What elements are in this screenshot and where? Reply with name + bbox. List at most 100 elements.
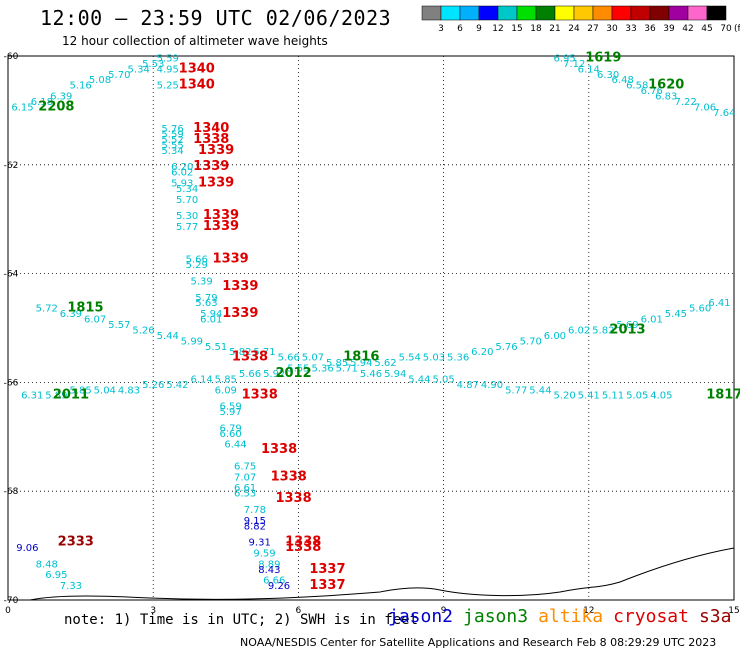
- data-point-jason3: 5.72: [36, 304, 58, 315]
- data-point-jason3: 5.08: [89, 75, 111, 86]
- pass-id-label: 2013: [609, 322, 645, 337]
- data-point-jason3: 5.03: [423, 353, 445, 364]
- x-tick-label: 15: [728, 606, 739, 616]
- data-point-jason3: 5.97: [220, 407, 242, 418]
- colorbar-tick-label: 3: [438, 24, 444, 34]
- data-point-jason3: 7.78: [244, 505, 266, 516]
- data-point-jason3: 6.20: [171, 162, 193, 173]
- data-point-jason3: 5.04: [94, 385, 116, 396]
- colorbar-tick-label: 24: [568, 24, 580, 34]
- data-point-jason3: 5.44: [529, 385, 551, 396]
- data-point-jason3: 6.07: [84, 315, 106, 326]
- data-point-jason3: 4.90: [481, 380, 503, 391]
- data-point-jason3: 5.76: [495, 342, 517, 353]
- plot-frame: [7, 55, 735, 601]
- data-point-jason3: 4.87: [457, 380, 479, 391]
- pass-id-label: 1339: [203, 219, 239, 234]
- data-point-jason3: 5.41: [578, 391, 600, 402]
- data-point-jason3: 6.58: [626, 81, 648, 92]
- data-point-jason3: 5.57: [108, 320, 130, 331]
- colorbar-tick-label: 18: [530, 24, 542, 34]
- data-point-jason3: 6.79: [220, 423, 242, 434]
- pass-id-label: 1338: [285, 540, 321, 555]
- data-point-jason3: 5.20: [553, 391, 575, 402]
- colorbar-tick-label: 15: [511, 24, 522, 34]
- colorbar-tick-label: 6: [457, 24, 463, 34]
- data-point-jason3: 6.48: [612, 75, 634, 86]
- data-point-jason3: 6.61: [234, 483, 256, 494]
- data-point-jason3: 5.94: [384, 369, 406, 380]
- data-point-jason3: 5.39: [190, 276, 212, 287]
- pass-id-label: 1340: [179, 78, 215, 93]
- data-point-jason3: 5.93: [171, 179, 193, 190]
- pass-id-label: 1338: [271, 469, 307, 484]
- chart-subtitle: 12 hour collection of altimeter wave hei…: [62, 34, 328, 48]
- legend-s3a: s3a: [698, 606, 732, 627]
- y-tick-label: -66: [4, 378, 19, 388]
- pass-id-label: 2012: [275, 366, 311, 381]
- data-point-jason3: 5.59: [157, 53, 179, 64]
- pass-id-label: 1816: [343, 350, 379, 365]
- data-point-jason3: 5.54: [399, 353, 421, 364]
- data-point-jason3: 8.48: [36, 559, 58, 570]
- data-point-jason3: 6.14: [190, 374, 212, 385]
- data-point-jason3: 5.46: [360, 369, 382, 380]
- data-point-jason3: 5.29: [186, 260, 208, 271]
- colorbar-swatch: [630, 5, 651, 21]
- colorbar-swatch: [706, 5, 727, 21]
- data-point-jason3: 6.39: [50, 92, 72, 103]
- data-point-jason3: 6.41: [708, 298, 730, 309]
- data-point-jason3: 9.59: [253, 548, 275, 559]
- data-point-jason3: 5.16: [69, 81, 91, 92]
- colorbar-tick-label: 30: [606, 24, 618, 34]
- data-point-jason3: 6.01: [641, 315, 663, 326]
- colorbar-swatch: [459, 5, 480, 21]
- data-point-jason3: 5.34: [161, 146, 183, 157]
- data-point-jason3: 7.06: [694, 102, 716, 113]
- legend-altika: altika: [538, 606, 604, 627]
- colorbar-unit: (ft): [734, 24, 740, 34]
- data-point-jason3: 6.18: [31, 97, 53, 108]
- data-point-jason3: 5.26: [132, 325, 154, 336]
- footer-credit: NOAA/NESDIS Center for Satellite Applica…: [240, 636, 717, 649]
- data-point-jason3: 5.55: [161, 140, 183, 151]
- data-point-jason3: 5.42: [166, 380, 188, 391]
- data-point-jason3: 6.02: [171, 168, 193, 179]
- colorbar-swatch: [573, 5, 594, 21]
- data-point-jason3: 5.85: [326, 358, 348, 369]
- colorbar-swatch: [687, 5, 708, 21]
- data-point-jason3: 6.00: [544, 331, 566, 342]
- data-point-jason3: 5.85: [215, 374, 237, 385]
- colorbar-swatch: [535, 5, 556, 21]
- pass-id-label: 2333: [58, 535, 94, 550]
- colorbar-swatch: [497, 5, 518, 21]
- colorbar-swatch: [421, 5, 442, 21]
- data-point-jason3: 6.02: [568, 325, 590, 336]
- data-point-jason3: 5.82: [229, 347, 251, 358]
- data-point-jason3: 5.71: [253, 347, 275, 358]
- legend-cryosat: cryosat: [613, 606, 689, 627]
- data-point-jason3: 6.09: [215, 385, 237, 396]
- pass-id-label: 1815: [67, 301, 103, 316]
- colorbar-swatch: [649, 5, 670, 21]
- pass-id-label: 1339: [222, 279, 258, 294]
- colorbar-tick-label: 45: [701, 24, 712, 34]
- data-point-jason2: 9.31: [249, 538, 271, 549]
- data-point-jason3: 5.99: [181, 336, 203, 347]
- y-tick-label: -62: [4, 161, 19, 171]
- chart-title: 12:00 — 23:59 UTC 02/06/2023: [40, 6, 392, 30]
- data-point-jason3: 6.31: [21, 391, 43, 402]
- data-point-jason3: 5.55: [287, 364, 309, 375]
- colorbar-tick-label: 33: [625, 24, 636, 34]
- x-tick-label: 9: [441, 606, 447, 616]
- data-point-jason3: 5.44: [408, 374, 430, 385]
- data-point-jason3: 5.05: [626, 391, 648, 402]
- data-point-jason3: 5.07: [302, 353, 324, 364]
- data-point-jason3: 6.83: [655, 92, 677, 103]
- data-point-jason3: 6.53: [234, 489, 256, 500]
- data-point-jason3: 5.70: [108, 70, 130, 81]
- data-point-jason3: 5.59: [161, 130, 183, 141]
- x-tick-label: 12: [583, 606, 594, 616]
- data-point-jason3: 5.94: [200, 309, 222, 320]
